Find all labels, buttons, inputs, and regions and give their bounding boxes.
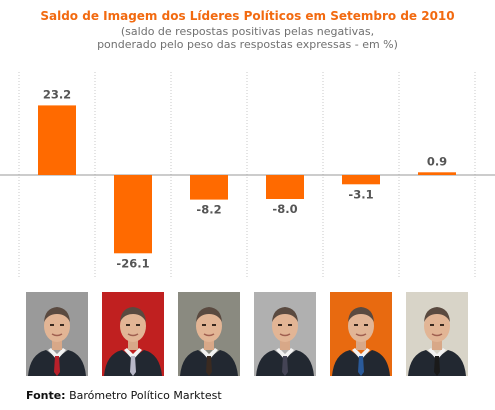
bar-5 <box>342 175 380 185</box>
portrait-6-icon <box>406 292 468 376</box>
bar-chart: 23.2 -26.1 -8.2 -8.0 -3.1 0.9 <box>0 72 495 278</box>
value-label-5: -3.1 <box>348 187 373 201</box>
chart-title: Saldo de Imagem dos Líderes Políticos em… <box>40 9 455 23</box>
chart-subtitle-line2: ponderado pelo peso das respostas expres… <box>97 38 398 51</box>
bar-1 <box>38 105 76 175</box>
bars-group <box>38 105 456 254</box>
source-label: Fonte: <box>26 389 66 402</box>
portrait-3-icon <box>178 292 240 376</box>
value-label-3: -8.2 <box>196 203 221 217</box>
chart-subtitle-line1: (saldo de respostas positivas pelas nega… <box>120 25 375 38</box>
portrait-5-icon <box>330 292 392 376</box>
portrait-4-icon <box>254 292 316 376</box>
portrait-1-icon <box>26 292 88 376</box>
value-labels-group: 23.2 -26.1 -8.2 -8.0 -3.1 0.9 <box>43 87 447 270</box>
source-text: Barómetro Político Marktest <box>69 389 222 402</box>
bar-2 <box>114 175 152 254</box>
source-note: Fonte: Barómetro Político Marktest <box>26 389 222 402</box>
value-label-4: -8.0 <box>272 202 297 216</box>
bar-3 <box>190 175 228 200</box>
bar-6 <box>418 172 456 175</box>
value-label-2: -26.1 <box>116 256 149 270</box>
value-label-1: 23.2 <box>43 87 71 101</box>
bar-4 <box>266 175 304 199</box>
portrait-2-icon <box>102 292 164 376</box>
value-label-6: 0.9 <box>427 154 447 168</box>
